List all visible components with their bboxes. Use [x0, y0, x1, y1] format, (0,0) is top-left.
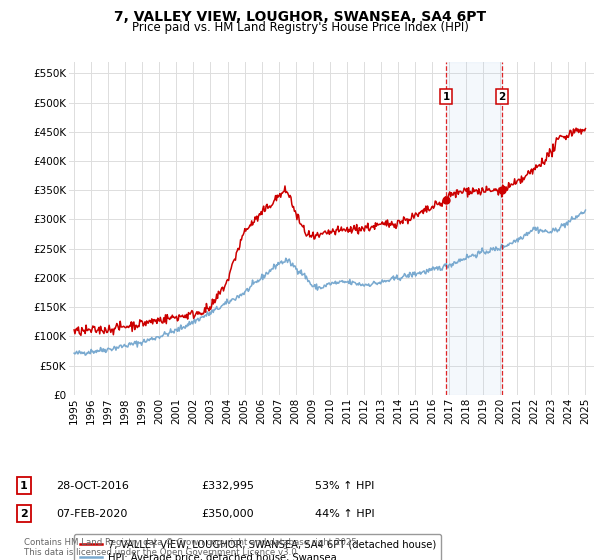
Text: Price paid vs. HM Land Registry's House Price Index (HPI): Price paid vs. HM Land Registry's House …	[131, 21, 469, 34]
Text: 1: 1	[443, 92, 450, 102]
Text: 2: 2	[499, 92, 506, 102]
Text: £332,995: £332,995	[201, 480, 254, 491]
Bar	[446, 62, 502, 395]
Text: Contains HM Land Registry data © Crown copyright and database right 2025.
This d: Contains HM Land Registry data © Crown c…	[24, 538, 359, 557]
Legend: 7, VALLEY VIEW, LOUGHOR, SWANSEA, SA4 6PT (detached house), HPI: Average price, : 7, VALLEY VIEW, LOUGHOR, SWANSEA, SA4 6P…	[74, 534, 441, 560]
Text: 44% ↑ HPI: 44% ↑ HPI	[315, 508, 374, 519]
Text: 28-OCT-2016: 28-OCT-2016	[56, 480, 128, 491]
Text: 07-FEB-2020: 07-FEB-2020	[56, 508, 127, 519]
Text: 53% ↑ HPI: 53% ↑ HPI	[315, 480, 374, 491]
Text: 1: 1	[20, 480, 28, 491]
Text: £350,000: £350,000	[201, 508, 254, 519]
Text: 2: 2	[20, 508, 28, 519]
Text: 7, VALLEY VIEW, LOUGHOR, SWANSEA, SA4 6PT: 7, VALLEY VIEW, LOUGHOR, SWANSEA, SA4 6P…	[114, 10, 486, 24]
